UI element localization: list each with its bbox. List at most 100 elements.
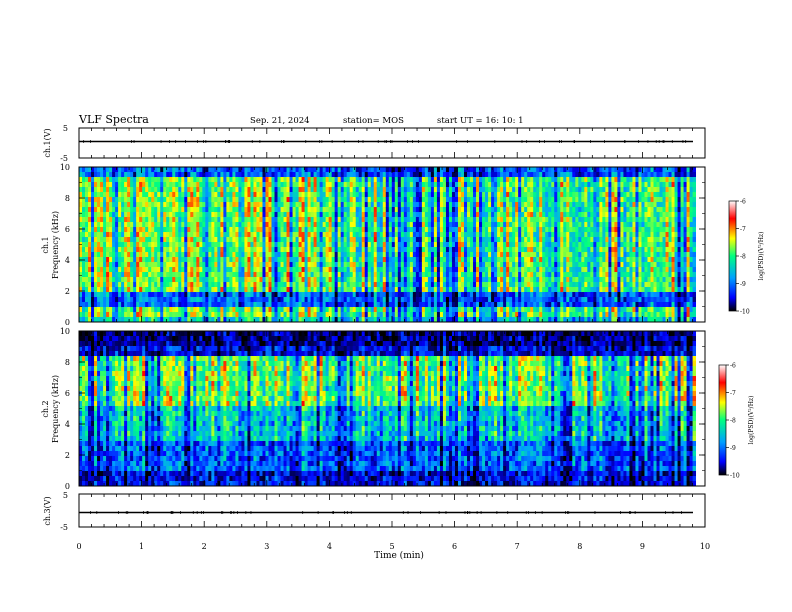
spectrogram-cell (343, 297, 348, 303)
spectrogram-cell (430, 172, 435, 178)
spectrogram-cell (307, 177, 312, 183)
spectrogram-cell (491, 192, 495, 198)
spectrogram-cell (331, 227, 336, 233)
spectrogram-cell (247, 292, 251, 298)
spectrogram-cell (334, 287, 339, 293)
spectrogram-cell (319, 167, 324, 173)
spectrogram-cell (160, 262, 164, 268)
spectrogram-cell (211, 212, 215, 218)
spectrogram-cell (202, 282, 206, 288)
spectrogram-cell (467, 317, 471, 323)
spectrogram-cell (454, 202, 459, 208)
spectrogram-cell (325, 172, 330, 178)
spectrogram-cell (433, 192, 438, 198)
spectrogram-cell (274, 187, 278, 193)
spectrogram-cell (238, 262, 242, 268)
spectrogram-cell (430, 177, 435, 183)
spectrogram-cell (205, 277, 209, 283)
spectrogram-cell (112, 187, 116, 193)
spectrogram-cell (530, 207, 534, 213)
spectrogram-cell (488, 297, 492, 303)
spectrogram-cell (82, 212, 86, 218)
spectrogram-cell (145, 227, 149, 233)
spectrogram-cell (259, 187, 263, 193)
spectrogram-cell (457, 242, 462, 248)
spectrogram-cell (352, 257, 357, 263)
spectrogram-cell (262, 222, 266, 228)
spectrogram-cell (427, 202, 432, 208)
spectrogram-cell (166, 232, 170, 238)
spectrogram-cell (151, 222, 155, 228)
spectrogram-cell (385, 262, 390, 268)
spectrogram-cell (319, 232, 324, 238)
spectrogram-cell (121, 167, 125, 173)
spectrogram-cell (451, 182, 456, 188)
spectrogram-cell (497, 172, 501, 178)
spectrogram-cell (527, 242, 531, 248)
spectrogram-cell (181, 242, 185, 248)
spectrogram-cell (286, 312, 290, 318)
spectrogram-cell (220, 312, 224, 318)
spectrogram-cell (325, 217, 330, 223)
spectrogram-cell (289, 302, 293, 308)
spectrogram-cell (539, 252, 543, 258)
spectrogram-cell (539, 257, 543, 263)
spectrogram-cell (545, 217, 549, 223)
spectrogram-cell (241, 282, 245, 288)
spectrogram-cell (109, 262, 113, 268)
spectrogram-cell (91, 302, 95, 308)
spectrogram-cell (292, 227, 296, 233)
spectrogram-cell (325, 167, 330, 173)
spectrogram-cell (482, 247, 486, 253)
spectrogram-cell (382, 227, 387, 233)
spectrogram-cell (382, 287, 387, 293)
spectrogram-cell (190, 192, 194, 198)
spectrogram-cell (445, 272, 450, 278)
spectrogram-cell (506, 197, 510, 203)
spectrogram-cell (109, 222, 113, 228)
spectrogram-cell (163, 167, 167, 173)
spectrogram-cell (530, 217, 534, 223)
spectrogram-cell (436, 302, 441, 308)
spectrogram-cell (244, 202, 248, 208)
spectrogram-cell (127, 242, 131, 248)
spectrogram-cell (223, 317, 227, 323)
spectrogram-cell (406, 272, 411, 278)
spectrogram-cell (211, 257, 215, 263)
spectrogram-cell (376, 242, 381, 248)
spectrogram-cell (124, 247, 128, 253)
spectrogram-cell (265, 252, 269, 258)
spectrogram-cell (470, 222, 474, 228)
spectrogram-cell (476, 257, 480, 263)
spectrogram-cell (274, 177, 278, 183)
spectrogram-cell (445, 282, 450, 288)
spectrogram-cell (433, 222, 438, 228)
spectrogram-cell (202, 262, 206, 268)
spectrogram-cell (506, 252, 510, 258)
spectrogram-cell (355, 197, 360, 203)
spectrogram-cell (169, 252, 173, 258)
spectrogram-cell (436, 242, 441, 248)
spectrogram-cell (151, 312, 155, 318)
spectrogram-cell (121, 252, 125, 258)
spectrogram-cell (232, 187, 236, 193)
spectrogram-cell (145, 292, 149, 298)
spectrogram-cell (295, 272, 299, 278)
spectrogram-cell (379, 227, 384, 233)
spectrogram-cell (343, 167, 348, 173)
spectrogram-cell (409, 257, 414, 263)
spectrogram-cell (250, 242, 254, 248)
spectrogram-cell (500, 257, 504, 263)
spectrogram-cell (262, 242, 266, 248)
spectrogram-cell (379, 187, 384, 193)
spectrogram-cell (355, 267, 360, 273)
spectrogram-cell (515, 197, 519, 203)
spectrogram-cell (346, 202, 351, 208)
spectrogram-cell (271, 262, 275, 268)
spectrogram-cell (124, 257, 128, 263)
spectrogram-cell (187, 287, 191, 293)
spectrogram-cell (244, 197, 248, 203)
spectrogram-cell (247, 317, 251, 323)
spectrogram-cell (292, 297, 296, 303)
